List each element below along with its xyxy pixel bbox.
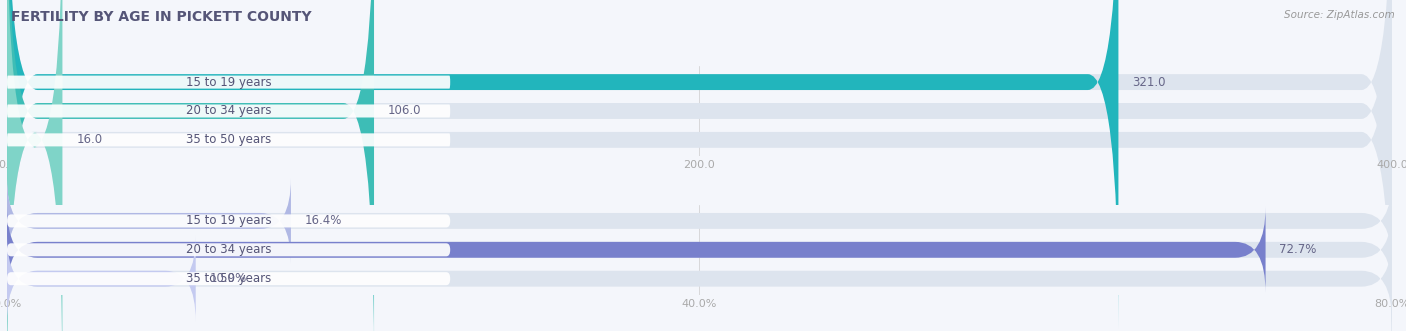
Text: 15 to 19 years: 15 to 19 years <box>186 75 271 89</box>
Text: 16.4%: 16.4% <box>305 214 342 227</box>
Text: 72.7%: 72.7% <box>1279 243 1317 256</box>
FancyBboxPatch shape <box>7 0 1118 328</box>
FancyBboxPatch shape <box>7 0 1392 331</box>
Text: 35 to 50 years: 35 to 50 years <box>186 272 271 285</box>
FancyBboxPatch shape <box>7 133 450 146</box>
Text: 15 to 19 years: 15 to 19 years <box>186 214 271 227</box>
FancyBboxPatch shape <box>7 214 450 227</box>
FancyBboxPatch shape <box>7 178 291 264</box>
Text: FERTILITY BY AGE IN PICKETT COUNTY: FERTILITY BY AGE IN PICKETT COUNTY <box>11 10 312 24</box>
Text: Source: ZipAtlas.com: Source: ZipAtlas.com <box>1284 10 1395 20</box>
Text: 321.0: 321.0 <box>1132 75 1166 89</box>
Text: 35 to 50 years: 35 to 50 years <box>186 133 271 146</box>
Text: 20 to 34 years: 20 to 34 years <box>186 243 271 256</box>
FancyBboxPatch shape <box>7 207 1392 293</box>
FancyBboxPatch shape <box>7 236 195 322</box>
FancyBboxPatch shape <box>7 0 374 331</box>
FancyBboxPatch shape <box>7 75 450 89</box>
FancyBboxPatch shape <box>7 105 450 118</box>
FancyBboxPatch shape <box>7 272 450 285</box>
Text: 106.0: 106.0 <box>388 105 422 118</box>
FancyBboxPatch shape <box>7 0 62 331</box>
FancyBboxPatch shape <box>7 0 1392 328</box>
FancyBboxPatch shape <box>7 178 1392 264</box>
Text: 10.9%: 10.9% <box>209 272 247 285</box>
Text: 20 to 34 years: 20 to 34 years <box>186 105 271 118</box>
FancyBboxPatch shape <box>7 207 1265 293</box>
Text: 16.0: 16.0 <box>76 133 103 146</box>
FancyBboxPatch shape <box>7 236 1392 322</box>
FancyBboxPatch shape <box>7 0 1392 331</box>
FancyBboxPatch shape <box>7 243 450 256</box>
